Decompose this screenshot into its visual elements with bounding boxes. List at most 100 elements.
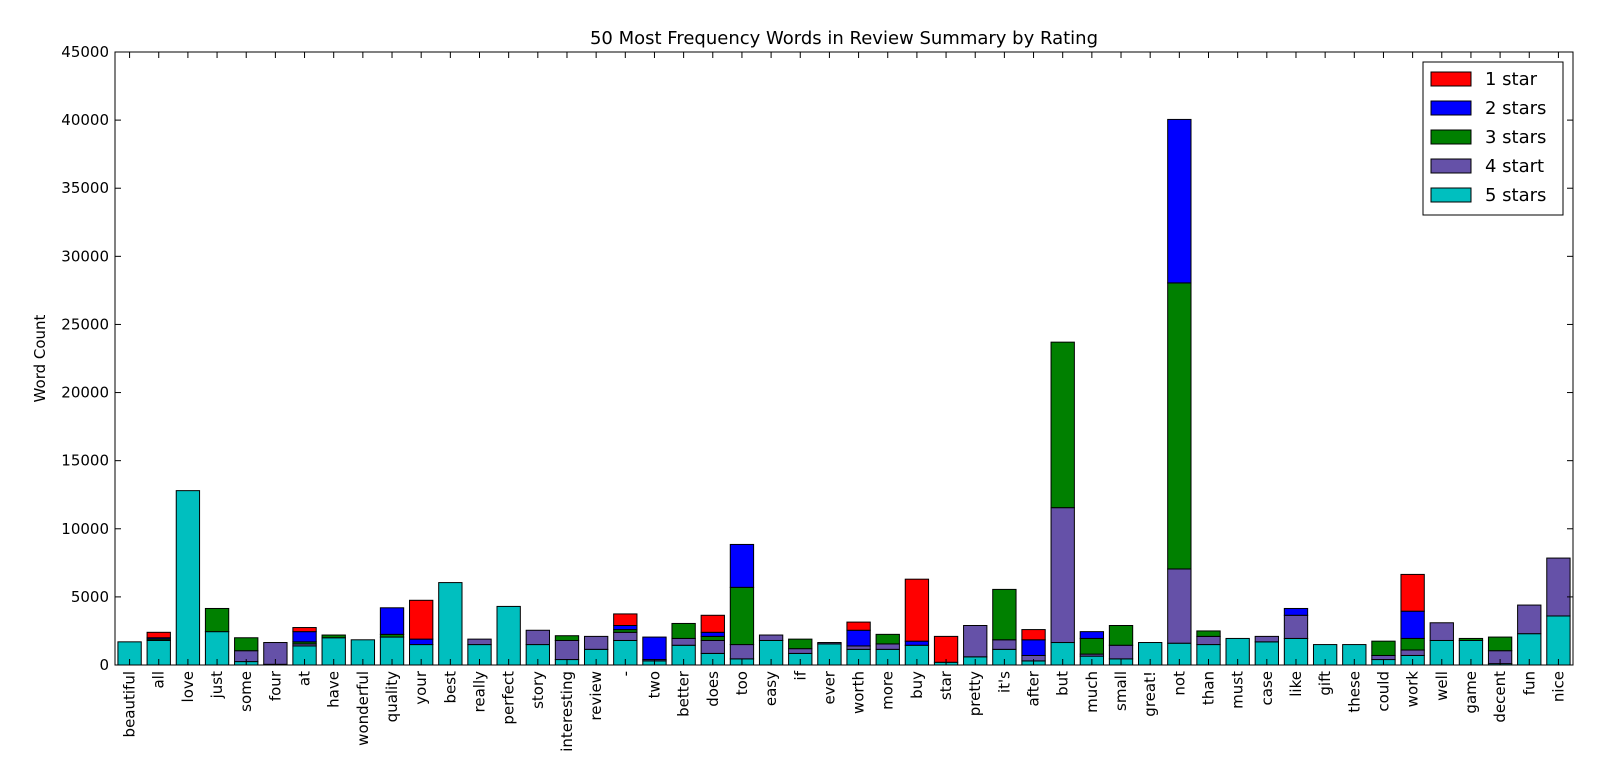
x-tick-label: best xyxy=(441,671,459,704)
x-tick-label: buy xyxy=(908,671,926,699)
legend-label: 2 stars xyxy=(1485,98,1546,119)
bar-than-4-start xyxy=(1196,635,1221,646)
x-tick-label: could xyxy=(1374,671,1392,712)
bar-if-4-start xyxy=(788,648,813,654)
bar-too-3-stars xyxy=(729,586,755,646)
bar-interesting-3-stars xyxy=(554,635,580,641)
bar-have-3-stars xyxy=(321,634,346,639)
legend-swatch xyxy=(1430,129,1472,145)
bar-buy-2-stars xyxy=(904,640,930,646)
bar-your-2-stars xyxy=(409,638,434,646)
bar-review-4-start xyxy=(583,635,609,650)
y-axis-ticks: 0 5000 10000 15000 20000 25000 30000 35000 40000… xyxy=(61,43,1573,674)
legend-label: 5 stars xyxy=(1485,185,1546,206)
bar-easy-4-start xyxy=(758,634,784,641)
x-tick-label: quality xyxy=(383,671,401,722)
bar-all-1-star xyxy=(146,631,171,639)
legend-swatch xyxy=(1430,158,1472,174)
bar-pretty-4-start xyxy=(963,625,988,658)
y-tick-label: 0 xyxy=(99,656,109,674)
bar-does-2-stars xyxy=(700,631,725,637)
bar-work-2-stars xyxy=(1400,610,1425,639)
x-tick-label: much xyxy=(1083,671,1101,713)
x-tick-label: wonderful xyxy=(354,671,372,746)
bar-not-4-start xyxy=(1167,568,1192,644)
x-tick-label: great! xyxy=(1141,671,1159,717)
x-tick-label: at xyxy=(296,671,314,686)
bar-really-4-start xyxy=(467,638,492,646)
x-tick-label: star xyxy=(937,670,955,700)
x-tick-label: too xyxy=(733,671,751,695)
x-tick-label: some xyxy=(237,671,255,712)
bar-your-1-star xyxy=(409,599,434,640)
legend-label: 4 start xyxy=(1485,156,1544,177)
x-tick-label: nice xyxy=(1549,671,1567,702)
bar---1-star xyxy=(613,613,638,626)
bar-at-1-star xyxy=(292,627,317,633)
x-tick-label: gift xyxy=(1316,671,1334,696)
x-tick-label: all xyxy=(150,671,168,689)
bar-two-2-stars xyxy=(642,636,667,661)
bar-ever-4-start xyxy=(817,642,842,645)
x-tick-label: - xyxy=(616,671,634,676)
bar-does-4-start xyxy=(700,639,725,654)
legend-swatch xyxy=(1430,100,1472,116)
bar-but-3-stars xyxy=(1050,341,1075,509)
y-axis-label: Word Count xyxy=(31,314,49,402)
x-tick-label: interesting xyxy=(558,671,576,752)
bar-love-5-stars xyxy=(175,490,201,666)
x-tick-label: well xyxy=(1433,671,1451,701)
bar-could-4-start xyxy=(1371,654,1396,661)
bar-much-3-stars xyxy=(1079,637,1105,655)
bar-more-3-stars xyxy=(875,633,900,645)
x-tick-label: really xyxy=(471,671,489,713)
bar-worth-1-star xyxy=(846,621,871,631)
bar-too-2-stars xyxy=(729,543,755,588)
x-tick-label: than xyxy=(1200,671,1218,705)
legend-swatch xyxy=(1430,187,1472,203)
y-tick-label: 5000 xyxy=(71,588,109,606)
bar-not-3-stars xyxy=(1167,282,1192,570)
bars-layer xyxy=(117,118,1571,666)
bar-game-3-stars xyxy=(1458,637,1484,641)
bar-than-3-stars xyxy=(1196,630,1221,637)
bar-quality-2-stars xyxy=(379,607,405,635)
x-tick-label: small xyxy=(1112,671,1130,711)
x-tick-label: story xyxy=(529,671,547,709)
legend-swatch xyxy=(1430,71,1472,87)
bar-some-3-stars xyxy=(234,637,259,652)
bar-small-3-stars xyxy=(1108,625,1134,646)
x-tick-label: four xyxy=(266,670,284,701)
bar---2-stars xyxy=(613,625,638,631)
x-tick-label: if xyxy=(791,670,809,680)
bar-after-2-stars xyxy=(1021,639,1046,656)
bar-does-1-star xyxy=(700,614,725,633)
x-tick-label: easy xyxy=(762,671,780,706)
y-tick-label: 35000 xyxy=(61,179,109,197)
x-tick-label: love xyxy=(179,671,197,702)
y-tick-label: 25000 xyxy=(61,315,109,333)
bar-work-3-stars xyxy=(1400,637,1425,651)
bar-worth-2-stars xyxy=(846,629,871,647)
legend: 1 star 2 stars 3 stars 4 start 5 stars xyxy=(1422,61,1564,216)
bar-but-4-start xyxy=(1050,507,1075,644)
bar-work-4-start xyxy=(1400,649,1425,656)
bar-could-3-stars xyxy=(1371,640,1396,656)
x-tick-label: ever xyxy=(820,670,838,704)
bar-better-4-start xyxy=(671,637,696,646)
x-tick-label: have xyxy=(325,671,343,708)
x-tick-label: must xyxy=(1229,671,1247,709)
x-tick-label: it's xyxy=(995,671,1013,693)
bar-interesting-4-start xyxy=(554,639,580,661)
x-tick-label: not xyxy=(1170,671,1188,696)
y-tick-label: 20000 xyxy=(61,384,109,402)
bar-like-2-stars xyxy=(1283,607,1309,616)
x-tick-label: your xyxy=(412,670,430,705)
bar-best-5-stars xyxy=(438,582,463,666)
x-tick-label: case xyxy=(1258,671,1276,705)
x-tick-label: beautiful xyxy=(121,671,139,737)
x-tick-label: after xyxy=(1025,670,1043,706)
bar-worth-4-start xyxy=(846,645,871,650)
